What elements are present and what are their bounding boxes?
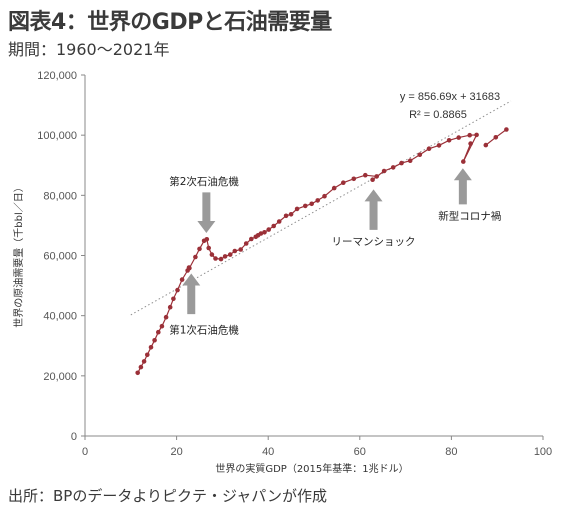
annotation-arrow <box>182 273 201 315</box>
data-point <box>171 296 176 302</box>
x-axis-label: 世界の実質GDP（2015年基準：1兆ドル） <box>215 462 408 475</box>
axes: 0 20,000 40,000 60,000 80,000 100,000 120,000 0… <box>37 70 552 458</box>
data-point <box>407 158 413 163</box>
data-point <box>148 345 154 350</box>
data-point <box>193 254 198 260</box>
annotation-label: 第1次石油危機 <box>169 324 239 337</box>
x-tick-label: 100 <box>534 446 552 458</box>
data-point <box>283 213 289 219</box>
data-point <box>243 241 249 246</box>
trendline-equation: y = 856.69x + 31683 <box>400 91 500 103</box>
y-tick-label: 80,000 <box>43 190 77 202</box>
data-point <box>238 247 243 252</box>
data-point <box>276 219 282 224</box>
data-point <box>152 338 157 343</box>
data-point <box>222 254 228 259</box>
data-point <box>474 132 479 138</box>
x-tick-label: 60 <box>354 446 366 458</box>
data-point <box>187 265 192 271</box>
data-point <box>315 198 321 203</box>
data-point <box>456 135 462 140</box>
annotation-arrow <box>453 168 472 205</box>
data-point <box>351 176 357 182</box>
data-point <box>374 174 380 179</box>
data-point <box>483 142 489 148</box>
source-note: 出所：BPのデータよりピクテ・ジャパンが作成 <box>8 487 328 505</box>
data-point <box>303 203 308 209</box>
data-point <box>141 359 147 364</box>
data-point <box>370 177 375 182</box>
chart-title: 図表4：世界のGDPと石油需要量 <box>8 10 332 35</box>
data-point <box>167 304 173 310</box>
data-point <box>156 329 161 335</box>
data-point <box>504 127 509 132</box>
data-point <box>426 146 432 151</box>
data-point <box>204 237 210 242</box>
y-tick-label: 0 <box>71 431 77 443</box>
data-point <box>341 180 346 185</box>
chart-period: 期間：1960～2021年 <box>8 40 170 59</box>
data-point <box>266 227 272 232</box>
y-tick-label: 60,000 <box>43 251 77 263</box>
series-group <box>135 127 509 376</box>
y-tick-label: 40,000 <box>43 311 77 323</box>
annotation-label: 第2次石油危機 <box>169 175 239 188</box>
data-point <box>331 185 337 191</box>
data-point <box>262 230 267 235</box>
x-tick-label: 80 <box>445 446 457 458</box>
x-tick-label: 40 <box>262 446 274 458</box>
data-point <box>417 152 423 157</box>
data-point <box>209 252 215 257</box>
data-point <box>461 159 466 164</box>
y-axis-label: 世界の原油需要量（千bbl／日） <box>12 182 25 327</box>
data-point <box>145 352 150 358</box>
data-point <box>399 160 404 166</box>
data-point <box>363 172 368 178</box>
data-point <box>249 236 254 242</box>
data-point <box>227 252 233 257</box>
data-point <box>197 246 202 252</box>
data-point <box>138 364 144 370</box>
data-point <box>175 287 180 293</box>
y-tick-label: 120,000 <box>37 70 77 82</box>
data-point <box>467 132 473 138</box>
data-point <box>159 323 165 329</box>
data-point <box>218 256 224 262</box>
x-tick-label: 20 <box>170 446 182 458</box>
annotation-label: 新型コロナ禍 <box>438 209 501 222</box>
y-tick-label: 100,000 <box>37 130 77 142</box>
data-point <box>436 143 442 148</box>
data-point <box>271 223 277 229</box>
annotation-arrow <box>364 189 383 230</box>
data-point <box>446 138 452 143</box>
data-point <box>213 256 218 261</box>
data-point <box>381 168 387 174</box>
data-point <box>135 370 140 376</box>
annotation-arrow <box>197 192 216 233</box>
y-tick-label: 20,000 <box>43 371 77 383</box>
data-point <box>206 245 211 251</box>
data-point <box>309 201 315 207</box>
data-point <box>322 193 327 199</box>
data-point <box>390 165 396 170</box>
series-line-0 <box>137 134 478 374</box>
annotation-label: リーマンショック <box>332 236 416 248</box>
data-point <box>468 141 473 146</box>
x-tick-label: 0 <box>82 446 88 458</box>
data-point <box>232 248 238 254</box>
data-point <box>163 314 169 320</box>
data-point <box>493 135 499 140</box>
data-point <box>294 206 300 212</box>
data-point <box>258 231 264 236</box>
data-point <box>179 277 185 282</box>
trendline-r2: R² = 0.8865 <box>409 109 467 121</box>
data-point <box>288 212 294 217</box>
